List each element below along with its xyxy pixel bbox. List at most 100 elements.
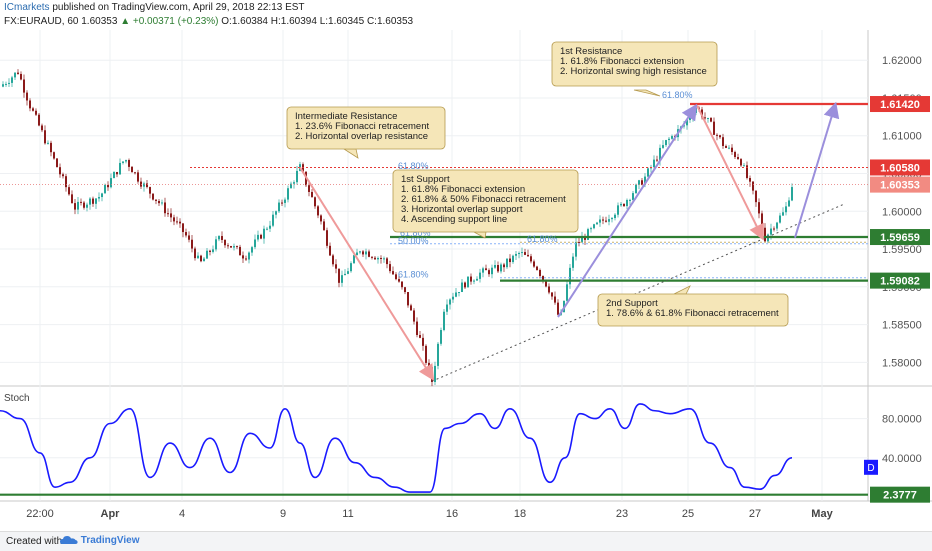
candle-body [362,251,364,255]
price-chart[interactable]: 61.80%61.80%50.00%61.80%61.80%61.80% 1st… [0,30,932,531]
candle-body [95,198,97,204]
candle-body [644,176,646,185]
candle-body [785,206,787,213]
candle-body [296,170,298,183]
candle-body [419,334,421,338]
candle-body [566,284,568,301]
candle-body [638,180,640,185]
time-tick-label: May [811,508,833,520]
candle-body [704,117,706,119]
fib-label: 61.80% [398,161,429,171]
candle-body [266,228,268,230]
candle-body [50,142,52,153]
time-tick-label: Apr [101,508,121,520]
candle-body [5,83,7,85]
candle-body [791,187,793,201]
candle-body [533,261,535,267]
candle-body [482,268,484,273]
fib-label: 61.80% [400,228,431,238]
candle-body [656,159,658,161]
stoch-series-line [0,403,793,493]
candle-body [86,204,88,208]
candle-body [317,206,319,216]
callout-pointer [633,89,661,97]
candle-body [683,125,685,127]
candle-body [374,257,376,260]
candle-body [383,258,385,260]
candle-body [368,251,370,257]
callout-line: 1. 78.6% & 61.8% Fibonacci retracement [606,308,779,319]
candle-body [35,110,37,115]
callout-line: 2. Horizontal overlap resistance [295,131,428,142]
ohlc-values: O:1.60384 H:1.60394 L:1.60345 C:1.60353 [221,16,414,27]
candle-body [206,250,208,259]
stoch-marker-label: D [867,463,874,474]
price-tick-label: 1.60000 [882,206,922,218]
candle-body [422,337,424,346]
candle-body [710,117,712,122]
candle-body [428,362,430,368]
price-tick-label: 1.61000 [882,131,922,143]
candle-body [722,137,724,146]
candle-body [287,188,289,200]
tradingview-logo[interactable]: TradingView [60,535,140,546]
candle-body [164,202,166,214]
candle-body [584,237,586,240]
time-tick-label: 25 [682,508,694,520]
price-level-label: 1.60353 [880,180,920,192]
publish-info: published on TradingView.com, April 29, … [49,2,305,13]
candle-body [176,221,178,223]
candle-body [605,220,607,222]
candle-body [542,275,544,280]
price-level-label: 1.61420 [880,99,920,111]
candle-body [515,253,517,256]
candle-body [497,265,499,272]
candle-body [524,252,526,255]
candle-body [593,224,595,229]
candle-body [143,183,145,187]
candle-body [443,311,445,331]
callout-line: 2. Horizontal swing high resistance [560,66,707,77]
candle-body [392,271,394,275]
price-level-tag [870,159,930,176]
candle-body [761,213,763,228]
candle-body [437,343,439,366]
candle-body [620,203,622,206]
candle-body [2,84,4,87]
symbol-label: FX:EURAUD, 60 [4,16,79,27]
candle-body [425,345,427,363]
price-tick-label: 1.59500 [882,244,922,256]
candle-body [590,228,592,230]
candle-body [248,252,250,260]
candle-body [161,202,163,204]
author-link[interactable]: ICmarkets [4,2,50,13]
candle-body [602,219,604,221]
candle-body [209,250,211,252]
candle-body [707,117,709,119]
candle-body [734,151,736,158]
candle-body [335,264,337,269]
candle-body [242,255,244,259]
time-tick-label: 23 [616,508,628,520]
callout-title: 2nd Support [606,298,658,309]
candle-body [92,198,94,204]
candle-body [401,281,403,288]
price-level-label: 1.60580 [880,162,920,174]
candle-body [476,278,478,281]
candle-body [311,191,313,198]
candle-body [719,135,721,138]
candle-body [254,239,256,248]
candle-body [776,222,778,229]
candle-body [389,264,391,272]
callout-box [392,169,579,233]
candle-body [380,257,382,259]
candle-body [743,165,745,167]
candle-body [746,165,748,179]
candle-body [518,253,520,255]
candle-body [779,215,781,223]
candle-body [203,258,205,262]
candle-body [377,257,379,260]
callout-title: 1st Resistance [560,46,622,57]
candle-body [44,130,46,144]
callout-line: 3. Horizontal overlap support [401,204,523,215]
